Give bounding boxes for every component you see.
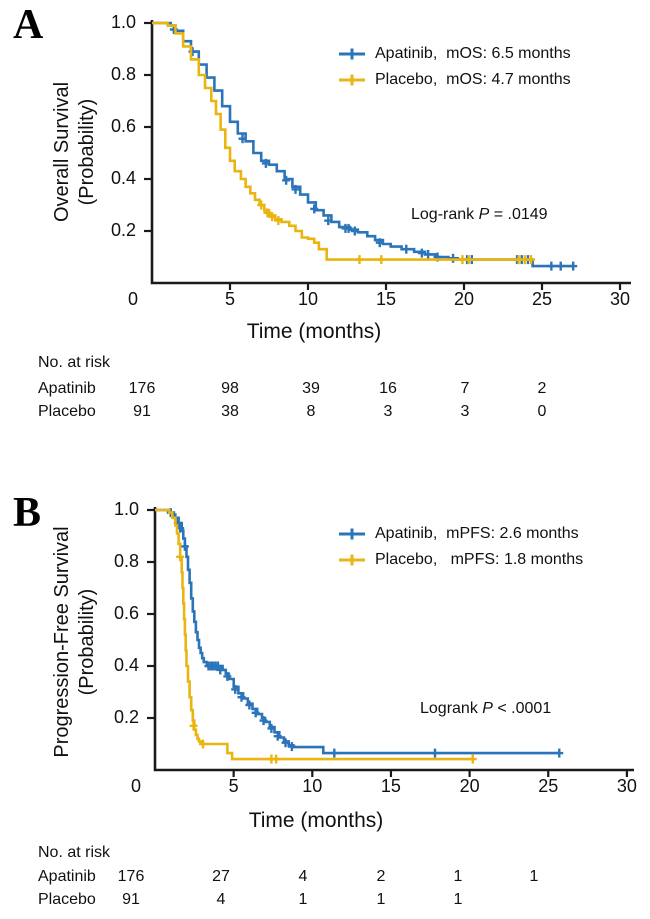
- km-plot-progression-free-survival: [147, 507, 634, 777]
- y-tick-label: 0.4: [110, 168, 136, 188]
- risk-count: 1: [298, 891, 308, 908]
- km-curve-placebo: [152, 21, 532, 261]
- x-tick-label: 5: [224, 289, 236, 309]
- risk-count: 98: [221, 380, 239, 397]
- x-tick-label: 10: [297, 289, 319, 309]
- axes: [150, 20, 631, 285]
- panel-overall-survival: A Overall Survival (Probability) Apatini…: [13, 2, 631, 420]
- risk-count: 4: [298, 868, 308, 885]
- risk-count: 38: [221, 403, 239, 420]
- risk-count: 91: [133, 403, 151, 420]
- x-axis-title: Time (months): [246, 320, 382, 343]
- risk-count: 16: [379, 380, 397, 397]
- risk-count: 39: [302, 380, 320, 397]
- annotation-prefix: Log-rank: [411, 206, 479, 223]
- risk-count: 91: [122, 891, 140, 908]
- km-curve-apatinib: [152, 21, 574, 268]
- x-tick-label: 0: [130, 776, 142, 796]
- risk-count: 3: [460, 403, 470, 420]
- risk-count: 0: [537, 403, 547, 420]
- risk-table-title: No. at risk: [38, 354, 111, 371]
- x-tick-label: 25: [531, 289, 553, 309]
- legend-label: Apatinib, mOS: 6.5 months: [375, 45, 571, 62]
- x-tick-label: 10: [302, 776, 323, 796]
- axes: [153, 507, 634, 772]
- risk-count: 176: [128, 380, 156, 397]
- annotation-suffix: = .0149: [489, 206, 548, 223]
- risk-row-label: Placebo: [38, 403, 96, 420]
- x-tick-label: 30: [616, 776, 637, 796]
- risk-row-label: Apatinib: [38, 868, 96, 885]
- risk-count: 176: [117, 868, 145, 885]
- y-tick-label: 0.8: [110, 64, 136, 84]
- legend-label: Placebo, mOS: 4.7 months: [375, 71, 571, 88]
- x-tick-label: 15: [375, 289, 397, 309]
- risk-count: 1: [529, 868, 539, 885]
- risk-row-label: Apatinib: [38, 380, 96, 397]
- panel-letter: A: [13, 2, 44, 48]
- risk-count: 8: [306, 403, 316, 420]
- risk-count: 4: [216, 891, 226, 908]
- y-tick-label: 0.2: [110, 220, 136, 240]
- legend-item-apatinib: Apatinib, mPFS: 2.6 months: [337, 524, 579, 544]
- annotation-prefix: Logrank: [420, 700, 483, 717]
- x-tick-label: 25: [538, 776, 559, 796]
- risk-count: 1: [376, 891, 386, 908]
- risk-row-label: Placebo: [38, 891, 96, 908]
- censor-plus-marker-icon: [339, 74, 365, 86]
- annotation-suffix: < .0001: [492, 700, 552, 717]
- x-axis-title: Time (months): [248, 809, 384, 832]
- x-tick-label: 15: [380, 776, 401, 796]
- legend-label: Apatinib, mPFS: 2.6 months: [375, 525, 579, 542]
- legend-item-apatinib: Apatinib, mOS: 6.5 months: [337, 44, 571, 64]
- logrank-annotation: Log-rank P = .0149: [411, 206, 548, 224]
- risk-table-title: No. at risk: [38, 844, 111, 861]
- x-tick-label: 20: [453, 289, 475, 309]
- y-tick-label: 0.2: [113, 707, 139, 727]
- km-curve-placebo: [155, 508, 473, 761]
- y-tick-label: 0.6: [113, 603, 139, 623]
- risk-count: 27: [212, 868, 230, 885]
- km-plot-overall-survival: [144, 20, 631, 290]
- panel-progression-free-survival: B Progression-Free Survival (Probability…: [0, 460, 650, 919]
- panel-letter: B: [13, 490, 42, 536]
- risk-count: 3: [383, 403, 393, 420]
- logrank-annotation: Logrank P < .0001: [420, 700, 551, 718]
- risk-count: 1: [453, 891, 463, 908]
- risk-count: 2: [537, 380, 547, 397]
- x-tick-label: 5: [228, 776, 239, 796]
- y-tick-label: 1.0: [110, 12, 136, 32]
- p-symbol: P: [478, 206, 490, 223]
- risk-count: 2: [376, 868, 386, 885]
- p-symbol: P: [482, 700, 493, 717]
- censor-plus-marker-icon: [339, 528, 365, 540]
- legend-label: Placebo, mPFS: 1.8 months: [375, 551, 584, 568]
- censor-plus-marker-icon: [339, 554, 365, 566]
- y-tick-label: 0.6: [110, 116, 136, 136]
- x-tick-label: 0: [127, 289, 139, 309]
- y-tick-label: 0.8: [113, 551, 139, 571]
- legend-item-placebo: Placebo, mOS: 4.7 months: [337, 70, 571, 90]
- risk-count: 1: [453, 868, 463, 885]
- x-tick-label: 20: [459, 776, 480, 796]
- y-tick-label: 1.0: [113, 499, 139, 519]
- x-tick-label: 30: [609, 289, 631, 309]
- y-tick-label: 0.4: [113, 655, 139, 675]
- censor-plus-marker-icon: [339, 48, 365, 60]
- legend-item-placebo: Placebo, mPFS: 1.8 months: [337, 550, 583, 570]
- risk-count: 7: [460, 380, 470, 397]
